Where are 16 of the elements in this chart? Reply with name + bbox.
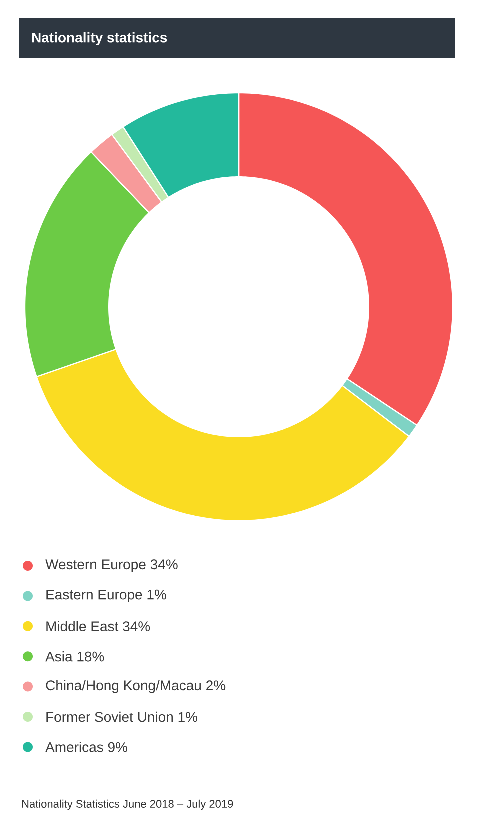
legend-label: Middle East (46, 621, 119, 632)
legend-label: Former Soviet Union (46, 712, 173, 722)
data-label: 34% (123, 622, 150, 632)
data-label: 9% (108, 742, 128, 752)
data-label: 1% (148, 590, 166, 600)
data-label: 1% (178, 712, 198, 722)
text: Nationality Statistics June 2018 – July 2019 (22, 800, 234, 810)
data-label: 2% (206, 680, 226, 691)
data-label: 18% (78, 652, 104, 662)
legend-label: Asia (46, 651, 73, 662)
legend-label: Western Europe (46, 560, 146, 572)
data-label: 34% (150, 560, 178, 570)
legend-label: Eastern Europe (46, 590, 142, 603)
legend-label: China/Hong Kong/Macau (46, 680, 201, 694)
legend-label: Americas (46, 742, 104, 752)
chart-title: Nationality statistics (32, 32, 168, 46)
